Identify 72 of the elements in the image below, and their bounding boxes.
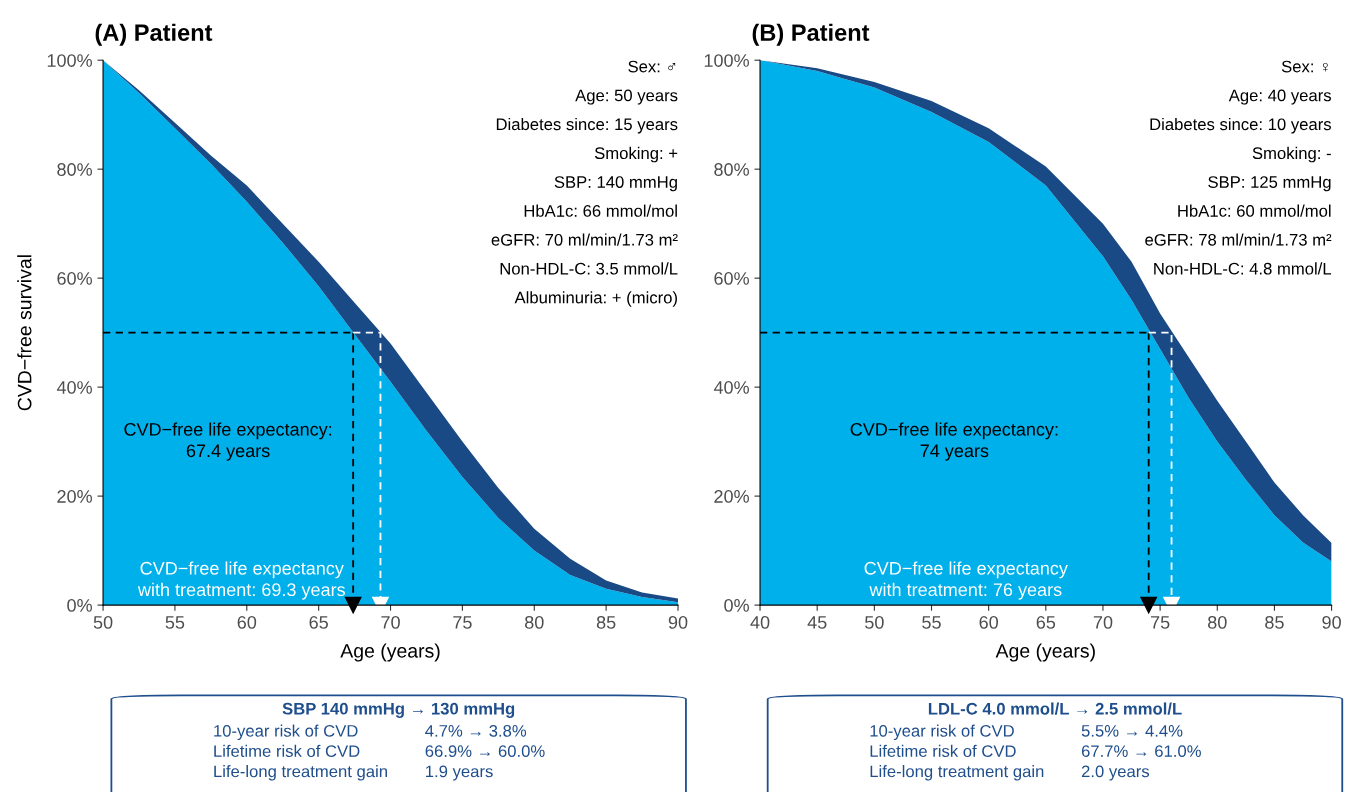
chart-title: (A) Patient: [95, 23, 213, 46]
x-axis-title: Age (years): [995, 643, 1095, 662]
x-tick-label: 80: [525, 615, 544, 629]
x-tick-label: 90: [668, 615, 688, 629]
text: 1.9 years: [426, 765, 493, 781]
x-tick-label: 70: [1093, 615, 1113, 629]
x-tick-label: 90: [1322, 615, 1341, 629]
y-tick-label: 100%: [704, 54, 749, 67]
annotation: SBP: 140 mmHg: [554, 176, 677, 192]
x-tick-label: 65: [1036, 615, 1056, 629]
ref-line-label: CVD−free life expectancy with treatment: 69.3 years: [137, 561, 345, 600]
y-tick-label: 80%: [57, 163, 92, 176]
ref-line-label: CVD−free life expectancy: 74 years: [850, 422, 1058, 461]
x-axis-title: Age (years): [340, 643, 440, 662]
annotation: HbA1c: 66 mmol/mol: [524, 204, 677, 217]
x-tick-label: 55: [922, 616, 941, 629]
annotation: eGFR: 70 ml/min/1.73 m²: [491, 233, 678, 246]
x-tick-label: 70: [381, 615, 400, 629]
annotation: Age: 50 years: [575, 89, 678, 105]
text: 4.7% → 3.8%: [425, 724, 527, 737]
chart-title: (B) Patient: [752, 23, 870, 46]
x-tick-label: 60: [979, 615, 998, 629]
y-tick-label: 100%: [47, 54, 92, 67]
annotation: Albuminuria: + (micro): [514, 291, 677, 307]
x-tick-label: 55: [165, 616, 185, 629]
text: LDL-C 4.0 mmol/L → 2.5 mmol/L: [928, 702, 1182, 715]
text: SBP 140 mmHg → 130 mmHg: [282, 702, 515, 718]
y-tick-label: 0%: [724, 599, 749, 612]
x-tick-label: 60: [237, 615, 257, 629]
text: 10-year risk of CVD: [214, 724, 358, 741]
x-tick-label: 40: [750, 615, 770, 629]
x-tick-label: 80: [1208, 615, 1227, 629]
annotation: Diabetes since: 10 years: [1150, 117, 1331, 134]
annotation: eGFR: 78 ml/min/1.73 m²: [1145, 233, 1332, 246]
annotation: HbA1c: 60 mmol/mol: [1178, 204, 1331, 217]
text: 2.0 years: [1081, 765, 1150, 781]
x-tick-label: 50: [93, 615, 113, 629]
x-tick-label: 50: [865, 615, 884, 629]
text: Life-long treatment gain: [870, 765, 1044, 781]
text: 67.7% → 61.0%: [1081, 745, 1201, 758]
ref-line-label: CVD−free life expectancy: 67.4 years: [124, 422, 332, 461]
text: 66.9% → 60.0%: [425, 745, 545, 758]
y-tick-label: 60%: [57, 272, 92, 285]
annotation: SBP: 125 mmHg: [1208, 176, 1331, 192]
y-tick-label: 40%: [56, 381, 92, 394]
text: 10-year risk of CVD: [870, 724, 1014, 741]
y-tick-label: 20%: [714, 490, 749, 503]
y-tick-label: 20%: [57, 490, 92, 503]
ref-line-label: CVD−free life expectancy with treatment: 76 years: [864, 561, 1068, 600]
x-tick-label: 85: [596, 615, 616, 629]
x-tick-label: 75: [453, 616, 472, 629]
text: Lifetime risk of CVD: [870, 744, 1016, 758]
text: Life-long treatment gain: [214, 765, 387, 781]
y-tick-label: 80%: [714, 163, 749, 176]
annotation: Non-HDL-C: 4.8 mmol/L: [1154, 262, 1332, 275]
x-tick-label: 75: [1151, 616, 1170, 629]
annotation: Diabetes since: 15 years: [496, 117, 678, 134]
y-axis-title: CVD−free survival: [17, 255, 32, 411]
y-tick-label: 60%: [714, 272, 749, 285]
text: 5.5% → 4.4%: [1081, 725, 1183, 737]
annotation: Sex: ♀: [1281, 60, 1328, 73]
annotation: Sex: ♂: [628, 60, 676, 73]
y-tick-label: 40%: [713, 381, 749, 394]
annotation: Age: 40 years: [1228, 89, 1331, 105]
annotation: Non-HDL-C: 3.5 mmol/L: [500, 262, 678, 275]
x-tick-label: 45: [807, 616, 827, 629]
annotation: Smoking: +: [594, 146, 678, 163]
annotation: Smoking: -: [1252, 146, 1331, 163]
x-tick-label: 85: [1265, 615, 1284, 629]
text: Lifetime risk of CVD: [214, 744, 360, 758]
y-tick-label: 0%: [67, 599, 92, 612]
x-tick-label: 65: [309, 615, 328, 629]
